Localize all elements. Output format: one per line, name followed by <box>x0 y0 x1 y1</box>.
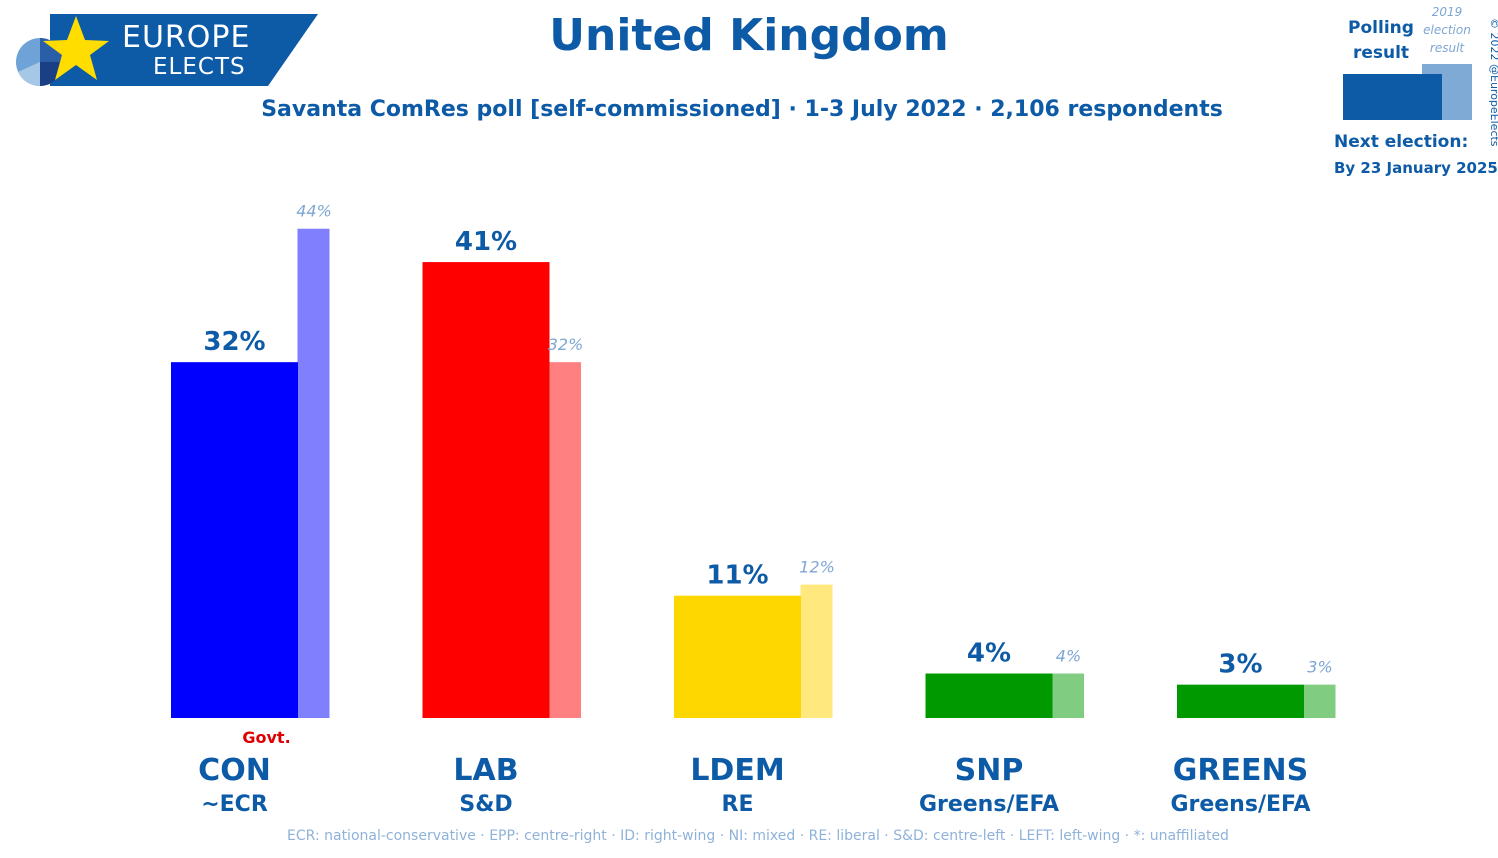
next-election-date: By 23 January 2025 <box>1334 159 1498 177</box>
data-label-poll-lab: 41% <box>455 227 517 257</box>
logo-text-elects: ELECTS <box>153 54 246 80</box>
data-label-poll-con: 32% <box>203 327 265 357</box>
category-label-lab: LAB <box>453 753 518 788</box>
europe-elects-logo <box>16 14 318 87</box>
bar-poll-lab <box>422 262 550 718</box>
bar-election-snp <box>1052 673 1084 718</box>
next-election-label: Next election: <box>1334 132 1469 152</box>
group-label-snp: Greens/EFA <box>919 792 1059 817</box>
legend-election-label: 2019 election result <box>1423 5 1471 55</box>
bar-poll-ldem <box>674 595 801 718</box>
category-label-greens: GREENS <box>1173 753 1308 788</box>
data-label-poll-greens: 3% <box>1218 650 1262 680</box>
data-label-election-greens: 3% <box>1307 658 1332 677</box>
footer-group-legend: ECR: national-conservative · EPP: centre… <box>287 828 1229 844</box>
page-subtitle: Savanta ComRes poll [self-commissioned] … <box>261 97 1223 122</box>
category-label-ldem: LDEM <box>690 753 784 788</box>
bar-election-con <box>297 228 330 718</box>
data-label-poll-ldem: 11% <box>706 561 768 591</box>
bar-election-lab <box>549 362 581 718</box>
group-label-lab: S&D <box>459 792 512 817</box>
data-label-election-ldem: 12% <box>799 558 835 577</box>
bar-election-greens <box>1303 684 1336 718</box>
group-label-con: ~ECR <box>201 792 268 817</box>
data-label-election-snp: 4% <box>1056 647 1081 666</box>
logo-text-europe: EUROPE <box>122 20 251 55</box>
bar-election-ldem <box>800 584 833 718</box>
data-label-poll-snp: 4% <box>967 639 1011 669</box>
bar-poll-snp <box>925 673 1053 718</box>
data-label-election-lab: 32% <box>548 335 584 354</box>
category-label-snp: SNP <box>955 753 1024 788</box>
page-title: United Kingdom <box>549 10 949 61</box>
bar-poll-greens <box>1177 684 1304 718</box>
data-label-election-con: 44% <box>296 202 332 221</box>
group-label-greens: Greens/EFA <box>1170 792 1310 817</box>
govt-label: Govt. <box>242 728 290 747</box>
legend-poll-swatch <box>1343 74 1442 120</box>
legend-poll-label: Polling result <box>1348 18 1414 63</box>
category-label-con: CON <box>198 753 271 788</box>
group-label-ldem: RE <box>722 792 754 817</box>
bar-poll-con <box>171 362 298 718</box>
